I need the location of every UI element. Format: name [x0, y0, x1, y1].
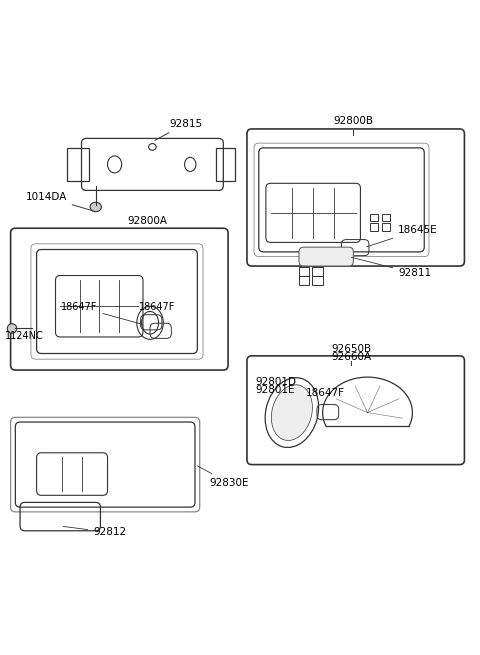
Text: 1124NC: 1124NC	[5, 331, 44, 341]
Bar	[299, 267, 310, 276]
Text: 92830E: 92830E	[197, 466, 249, 488]
Text: 18647F: 18647F	[61, 302, 143, 324]
Text: 92812: 92812	[63, 527, 126, 538]
Ellipse shape	[271, 384, 312, 440]
Bar	[312, 276, 323, 285]
Bar	[67, 148, 89, 181]
Text: 18647F: 18647F	[306, 388, 345, 398]
Ellipse shape	[90, 202, 101, 212]
Text: 92660A: 92660A	[331, 352, 371, 362]
Bar	[370, 214, 378, 221]
Ellipse shape	[7, 324, 17, 333]
Text: 92811: 92811	[351, 257, 432, 278]
Text: 92815: 92815	[155, 119, 202, 140]
Text: 18645E: 18645E	[367, 225, 438, 247]
Bar	[370, 223, 378, 231]
Bar	[299, 276, 310, 285]
Text: 92800A: 92800A	[128, 215, 168, 225]
Text: 18647F: 18647F	[139, 302, 175, 312]
Text: 92801D: 92801D	[255, 377, 297, 387]
Bar	[216, 148, 235, 181]
FancyBboxPatch shape	[299, 247, 353, 266]
Text: 92650B: 92650B	[331, 344, 371, 354]
Bar	[382, 223, 390, 231]
Text: 92801E: 92801E	[255, 384, 295, 395]
Text: 92800B: 92800B	[333, 116, 373, 126]
Text: 1014DA: 1014DA	[25, 192, 93, 211]
Bar	[382, 214, 390, 221]
Bar	[312, 267, 323, 276]
